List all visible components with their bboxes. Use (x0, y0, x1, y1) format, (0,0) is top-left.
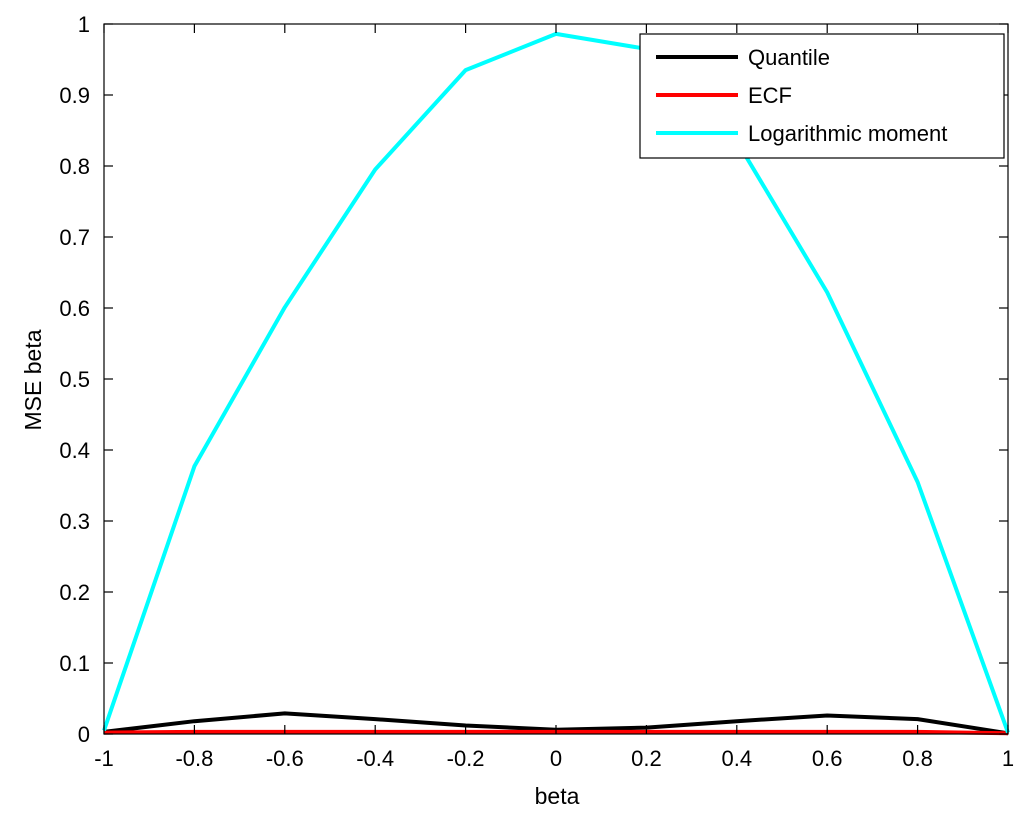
y-tick-label: 1 (78, 12, 90, 37)
x-tick-label: 0.6 (812, 746, 843, 771)
x-tick-label: 0 (550, 746, 562, 771)
y-axis-label: MSE beta (20, 329, 46, 430)
legend-label-3: Logarithmic moment (748, 121, 947, 146)
y-tick-label: 0 (78, 722, 90, 747)
y-tick-label: 0.9 (59, 83, 90, 108)
y-tick-label: 0.2 (59, 580, 90, 605)
x-tick-label: 0.8 (902, 746, 933, 771)
y-tick-label: 0.6 (59, 296, 90, 321)
y-tick-label: 0.4 (59, 438, 90, 463)
x-axis-label: beta (535, 783, 580, 809)
legend-label-2: ECF (748, 83, 792, 108)
x-tick-label: -0.2 (447, 746, 485, 771)
x-tick-label: 0.4 (722, 746, 753, 771)
y-tick-label: 0.7 (59, 225, 90, 250)
x-tick-label: -0.8 (175, 746, 213, 771)
ticks-layer: -1 -0.8 -0.6 -0.4 -0.2 0 0.2 0.4 0.6 0.8 1 0 0.1 0.2 0… (59, 12, 1014, 771)
x-tick-label: 1 (1002, 746, 1014, 771)
series-line-3 (102, 31, 1010, 734)
legend-label-1: Quantile (748, 45, 830, 70)
y-tick-label: 0.5 (59, 367, 90, 392)
x-tick-label: 0.2 (631, 746, 662, 771)
x-tick-label: -0.4 (356, 746, 394, 771)
legend: Quantile ECF Logarithmic moment (639, 33, 1005, 159)
y-tick-label: 0.8 (59, 154, 90, 179)
x-tick-label: -0.6 (266, 746, 304, 771)
x-tick-label: -1 (94, 746, 114, 771)
y-tick-label: 0.3 (59, 509, 90, 534)
y-tick-label: 0.1 (59, 651, 90, 676)
